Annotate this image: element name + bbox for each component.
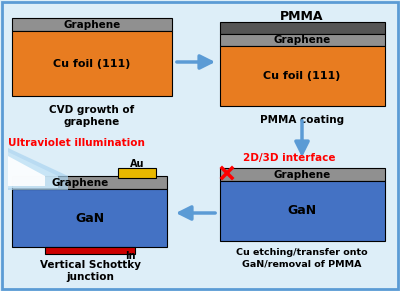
Bar	[220, 168, 385, 181]
Text: Ultraviolet illumination: Ultraviolet illumination	[8, 138, 145, 148]
Text: Cu etching/transfer onto
GaN/removal of PMMA: Cu etching/transfer onto GaN/removal of …	[236, 248, 368, 268]
Text: Graphene: Graphene	[51, 178, 109, 188]
Bar	[12, 18, 172, 31]
Text: Graphene: Graphene	[63, 20, 121, 30]
Text: Graphene: Graphene	[273, 170, 331, 180]
Polygon shape	[8, 156, 45, 186]
Bar	[220, 22, 385, 34]
Text: PMMA coating: PMMA coating	[260, 115, 344, 125]
Text: 2D/3D interface: 2D/3D interface	[243, 153, 336, 163]
Polygon shape	[8, 152, 58, 188]
Text: Au: Au	[130, 159, 144, 169]
Text: Vertical Schottky
junction: Vertical Schottky junction	[40, 260, 140, 282]
Bar	[12, 31, 172, 96]
Bar	[12, 176, 167, 189]
Text: In: In	[125, 251, 135, 261]
Text: CVD growth of
graphene: CVD growth of graphene	[49, 105, 135, 127]
Text: Cu foil (111): Cu foil (111)	[53, 59, 131, 69]
Bar	[12, 189, 167, 247]
Bar	[45, 247, 135, 254]
Text: PMMA: PMMA	[280, 10, 324, 23]
Polygon shape	[8, 148, 68, 190]
Text: GaN: GaN	[288, 205, 316, 217]
Text: GaN: GaN	[76, 212, 104, 224]
Bar	[220, 46, 385, 106]
Bar	[118, 168, 156, 178]
Bar	[220, 181, 385, 241]
Text: Cu foil (111): Cu foil (111)	[263, 71, 341, 81]
Bar	[220, 34, 385, 46]
Text: Graphene: Graphene	[273, 35, 331, 45]
